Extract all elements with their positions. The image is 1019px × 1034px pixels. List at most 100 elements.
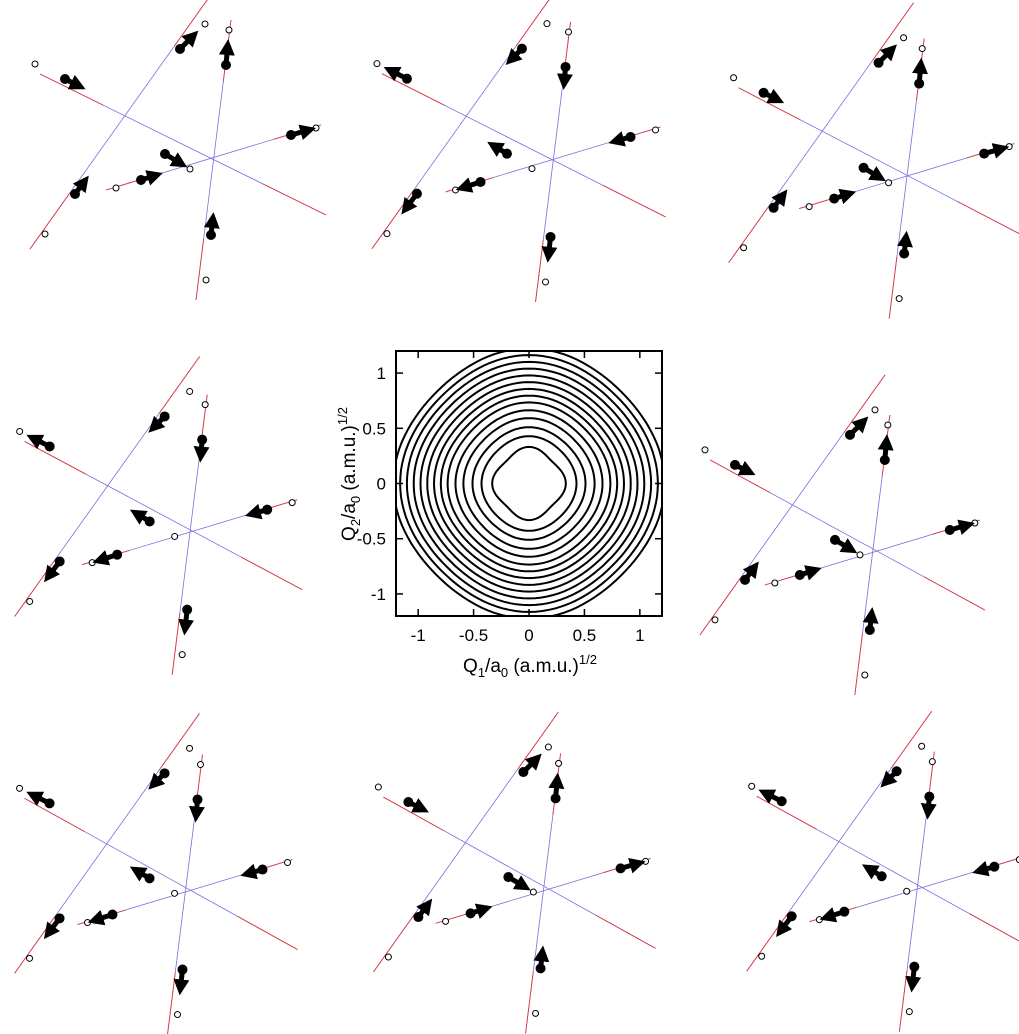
- bond-axis-end: [746, 913, 788, 972]
- vibrational-mode-panels: [14, 0, 1019, 1034]
- bond-axis-end: [14, 915, 56, 974]
- bond-axis-end: [29, 191, 72, 250]
- atom-small: [374, 783, 382, 791]
- atom-small: [225, 26, 233, 34]
- atom-small: [26, 954, 34, 962]
- atom-small: [555, 759, 563, 767]
- atom-small: [174, 1011, 182, 1019]
- displacement-arrow: [733, 460, 756, 476]
- displacement-arrow: [912, 57, 929, 84]
- bond-axis-end: [602, 185, 666, 218]
- atom-small: [452, 186, 460, 194]
- bond-axis-end: [262, 183, 327, 216]
- displacement-arrow: [218, 39, 235, 66]
- atom-small: [928, 758, 936, 766]
- displacement-arrow: [556, 66, 573, 90]
- atom-small: [740, 244, 748, 252]
- displacement-arrow: [972, 860, 996, 877]
- atom-small: [711, 616, 719, 624]
- plot-frame: [395, 350, 663, 617]
- displacement-arrow: [876, 44, 897, 65]
- displacement-arrow: [608, 131, 632, 147]
- bond-axis-end: [595, 914, 656, 949]
- x-tick-label: 1: [635, 626, 644, 645]
- atom-small: [542, 278, 550, 286]
- mode-panel-middle-left: [14, 356, 303, 675]
- atom-small: [895, 295, 903, 303]
- atom-small: [528, 165, 536, 173]
- bond-axis-end: [158, 713, 200, 771]
- bond-axis-end: [371, 191, 414, 249]
- displacement-arrow: [148, 414, 167, 433]
- y-tick-label: 0.5: [362, 419, 386, 438]
- atom-small: [861, 671, 869, 679]
- displacement-arrow: [401, 192, 419, 215]
- mode-panel-bottom-center: [373, 711, 656, 1034]
- atom-small: [903, 887, 911, 895]
- contour-line: [405, 360, 653, 607]
- y-axis-label: Q2/a0 (a.m.u.)1/2: [335, 407, 363, 541]
- displacement-arrow: [87, 909, 114, 926]
- bond-axis-end: [843, 374, 886, 433]
- displacement-arrow: [771, 189, 788, 210]
- bond-axis-line: [371, 0, 550, 249]
- displacement-arrow: [163, 151, 188, 168]
- atom-small: [171, 889, 179, 897]
- x-axis-ticks: -1 -0.5 0 0.5 1: [411, 351, 645, 645]
- y-tick-label: -0.5: [357, 530, 386, 549]
- atom-small: [383, 230, 391, 238]
- atom-small: [758, 952, 766, 960]
- displacement-arrow: [762, 88, 785, 104]
- atom-small: [748, 782, 756, 790]
- bond-axis-end: [173, 0, 208, 47]
- atom-small: [288, 499, 296, 507]
- bond-axis-end: [517, 711, 559, 770]
- atom-small: [565, 28, 573, 36]
- displacement-arrow: [469, 903, 493, 919]
- displacement-arrow: [188, 799, 205, 823]
- bond-axis-end: [898, 970, 908, 1032]
- contour-lines: [396, 351, 662, 616]
- atom-small: [652, 126, 660, 134]
- atom-small: [284, 859, 292, 867]
- x-tick-label: -0.5: [459, 626, 488, 645]
- contour-line: [432, 387, 626, 580]
- bond-axis-line: [29, 0, 208, 250]
- atom-small: [373, 60, 381, 68]
- contour-line: [419, 374, 639, 593]
- bond-axis-end: [158, 356, 201, 414]
- displacement-arrow: [203, 212, 220, 236]
- y-tick-label: 1: [377, 364, 386, 383]
- atom-small: [16, 784, 24, 792]
- atom-small: [186, 165, 194, 173]
- bond-axis-end: [957, 201, 1019, 234]
- mode-panel-top-right: [728, 2, 1019, 319]
- displacement-arrow: [833, 537, 858, 554]
- atom-small: [871, 406, 879, 414]
- displacement-arrow: [880, 769, 899, 788]
- atom-small: [771, 579, 779, 587]
- displacement-arrow: [920, 796, 937, 820]
- displacement-arrow: [148, 771, 167, 790]
- bond-axis-line: [756, 795, 1019, 942]
- atom-small: [1005, 143, 1013, 151]
- bond-axis-end: [535, 240, 544, 303]
- displacement-arrow: [848, 416, 869, 437]
- bond-axis-end: [872, 2, 914, 61]
- displacement-arrow: [862, 607, 879, 631]
- displacement-arrow: [178, 30, 199, 51]
- atom-small: [730, 74, 738, 82]
- displacement-arrow: [533, 945, 550, 969]
- contour-line: [446, 401, 612, 566]
- contour-plot: -1 -0.5 0 0.5 1 -1 -0.5 0 0.5 1 Q1/a0 (a.m.u.)1/…: [335, 350, 663, 680]
- x-tick-label: 0.5: [573, 626, 597, 645]
- bond-axis-end: [171, 613, 181, 675]
- y-tick-label: -1: [371, 585, 386, 604]
- bond-axis-end: [14, 558, 56, 617]
- bond-axis-end: [240, 556, 303, 591]
- displacement-arrow: [505, 46, 524, 65]
- y-tick-label: 0: [377, 475, 386, 494]
- bond-axis-end: [24, 797, 85, 832]
- displacement-arrow: [776, 914, 794, 938]
- bond-axis-end: [969, 913, 1019, 942]
